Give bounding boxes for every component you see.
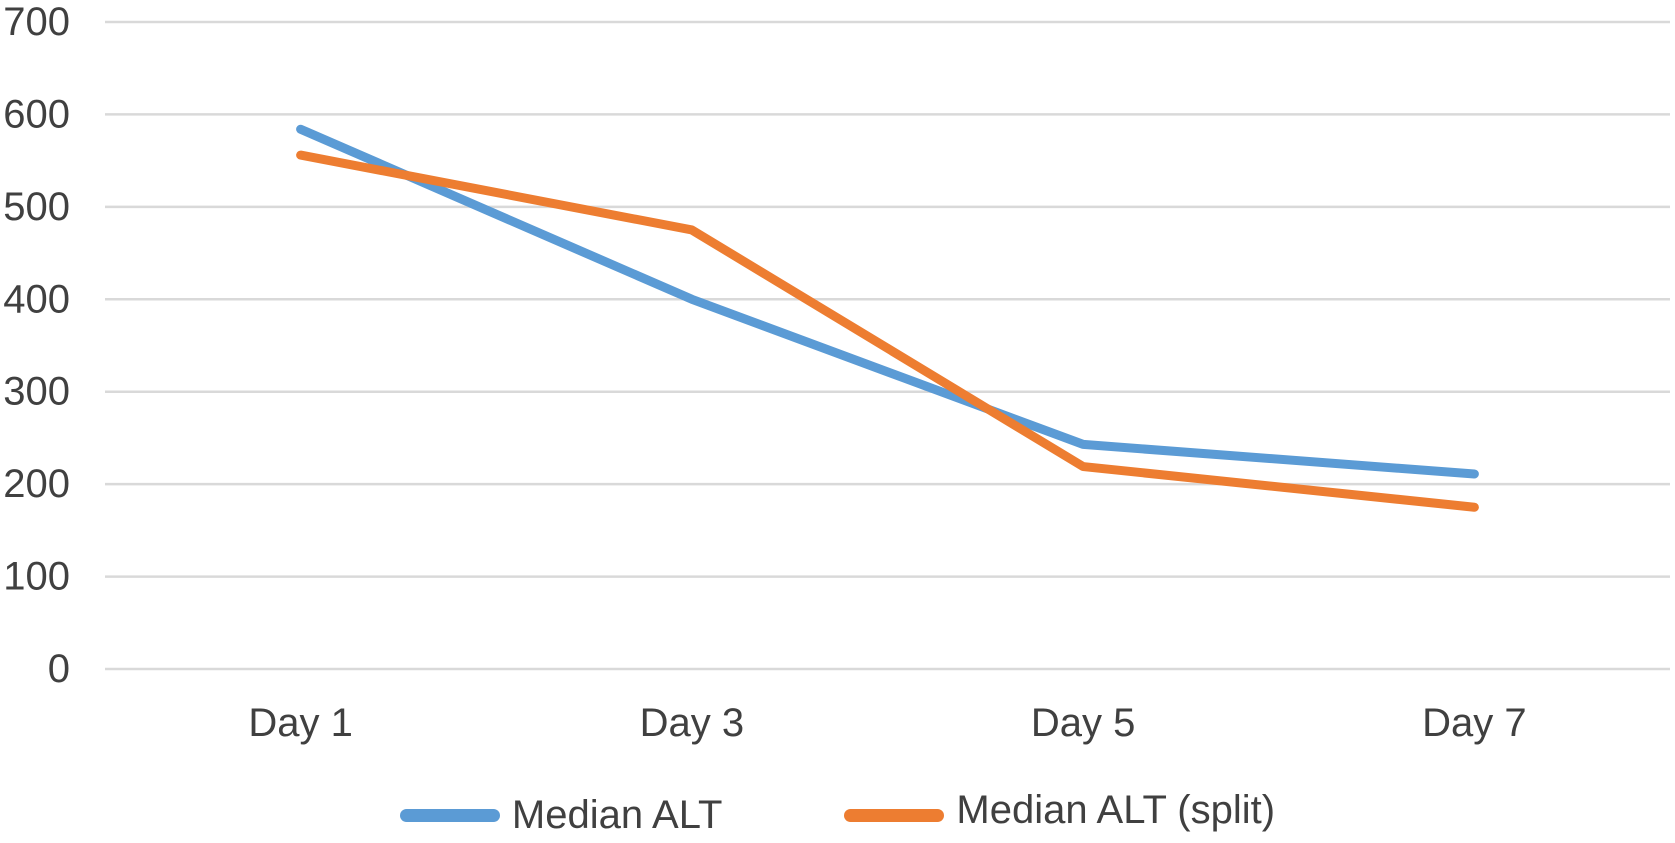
x-axis-tick-label: Day 5 [1031,701,1136,745]
y-axis-tick-label: 600 [3,92,70,136]
series-line-median-alt-split [296,150,1479,512]
legend-swatch-median-alt-split [844,809,945,822]
legend-item-median-alt: Median ALT [399,793,723,838]
x-axis-tick-label: Day 1 [248,701,353,745]
y-axis-tick-label: 400 [3,277,70,321]
y-axis-tick-label: 300 [3,370,70,414]
legend-label-median-alt-split: Median ALT (split) [956,788,1276,832]
legend-item-median-alt-split: Median ALT (split) [844,788,1275,838]
chart-legend: Median ALT Median ALT (split) [0,788,1675,838]
y-axis-tick-label: 100 [3,555,70,599]
y-axis-tick-label: 200 [3,462,70,506]
legend-swatch-median-alt [399,809,500,822]
series-line-median-alt [296,124,1479,479]
x-axis-tick-label: Day 3 [640,701,745,745]
y-axis-tick-label: 500 [3,185,70,229]
y-axis-tick-label: 0 [48,647,70,691]
legend-label-median-alt: Median ALT [511,793,723,837]
y-axis-tick-label: 700 [3,0,70,44]
x-axis-tick-label: Day 7 [1422,701,1527,745]
